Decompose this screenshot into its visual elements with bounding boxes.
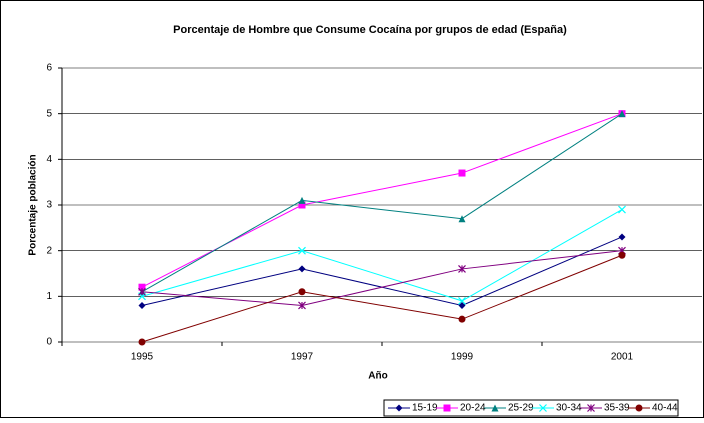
marker <box>458 296 466 305</box>
marker <box>491 404 499 412</box>
marker <box>298 265 306 273</box>
legend-label: 15-19 <box>412 403 438 414</box>
x-axis-label: Año <box>368 371 387 382</box>
y-tick-label: 1 <box>46 291 52 302</box>
legend-label: 20-24 <box>460 403 486 414</box>
marker <box>443 404 451 412</box>
legend-label: 30-34 <box>556 403 582 414</box>
marker <box>458 315 466 323</box>
marker <box>618 233 626 241</box>
series-line <box>141 250 623 306</box>
marker <box>138 287 146 296</box>
legend-label: 25-29 <box>508 403 534 414</box>
chart-title: Porcentaje de Hombre que Consume Cocaína… <box>173 24 567 36</box>
marker <box>298 246 306 255</box>
y-tick-label: 4 <box>46 154 52 165</box>
marker <box>298 201 306 209</box>
marker <box>458 265 466 273</box>
marker <box>618 110 626 118</box>
marker <box>298 301 306 310</box>
legend-label: 40-44 <box>652 403 678 414</box>
marker <box>458 301 466 309</box>
legend-box <box>383 399 679 417</box>
series-line <box>141 254 623 343</box>
x-tick-label: 1995 <box>131 352 154 363</box>
y-axis-label: Porcentaje población <box>28 154 39 255</box>
marker <box>618 205 626 214</box>
x-tick-label: 1997 <box>291 352 314 363</box>
marker <box>618 251 626 259</box>
y-tick-label: 0 <box>46 337 52 348</box>
marker <box>138 338 146 346</box>
marker <box>138 283 146 291</box>
marker <box>458 169 466 177</box>
marker <box>298 288 306 296</box>
marker <box>395 404 403 412</box>
series-line <box>141 209 623 302</box>
marker <box>539 404 547 412</box>
marker <box>458 215 466 223</box>
x-tick-label: 1999 <box>451 352 474 363</box>
x-tick-label: 2001 <box>611 352 634 363</box>
marker <box>587 404 595 412</box>
y-tick-label: 3 <box>46 200 52 211</box>
y-tick-label: 2 <box>46 245 52 256</box>
marker <box>138 301 146 309</box>
series-line <box>141 113 623 293</box>
marker <box>298 196 306 204</box>
legend-label: 35-39 <box>604 403 630 414</box>
marker <box>635 404 643 412</box>
y-tick-label: 5 <box>46 108 52 119</box>
y-tick-label: 6 <box>46 63 52 74</box>
